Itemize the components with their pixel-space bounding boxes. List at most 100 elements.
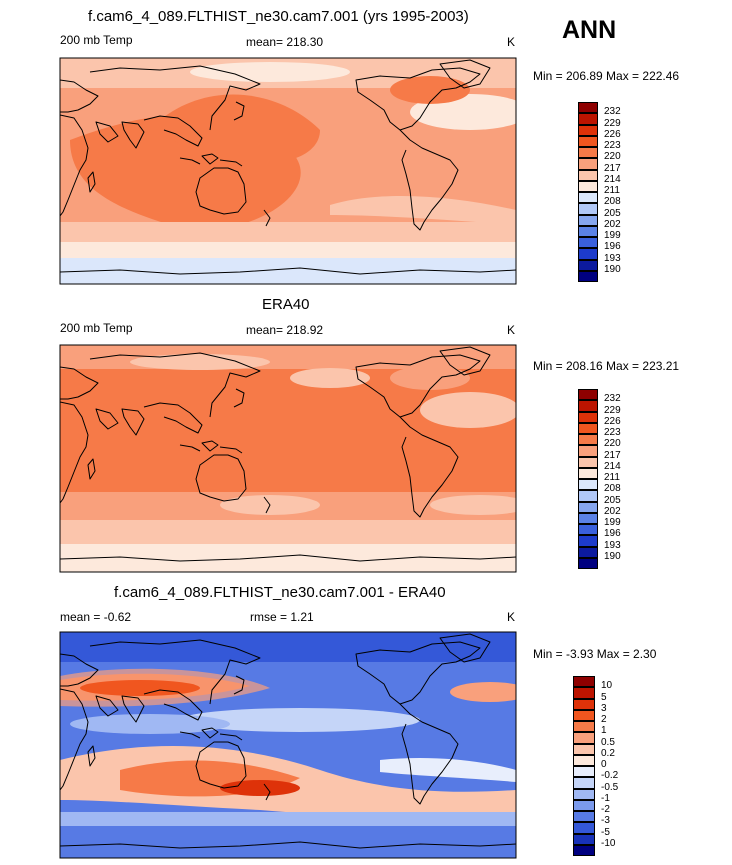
colorbar-tick-label: 208: [604, 196, 621, 208]
colorbar-tick-label: 10: [601, 680, 613, 692]
colorbar-tick-label: 220: [604, 151, 621, 163]
colorbar-box: [578, 203, 598, 215]
colorbar-tick-label: 190: [604, 263, 621, 275]
panel1-units: K: [507, 35, 516, 49]
panel2-map: [60, 345, 516, 572]
colorbar-box: [578, 158, 598, 170]
colorbar-tick-label: 220: [604, 438, 621, 450]
panel1-map: [60, 58, 516, 284]
colorbar-box: [573, 754, 595, 766]
colorbar-tick-label: 190: [604, 550, 621, 562]
colorbar-box: [578, 411, 598, 423]
colorbar-tick-label: -1: [601, 792, 610, 804]
colorbar-box: [578, 169, 598, 181]
panel3-units: K: [507, 610, 516, 624]
colorbar-box: [578, 102, 598, 114]
panel3-title: f.cam6_4_089.FLTHIST_ne30.cam7.001 - ERA…: [114, 584, 446, 601]
colorbar-tick-label: 226: [604, 415, 621, 427]
panel2-variable: 200 mb Temp: [60, 321, 133, 335]
colorbar-tick-label: 196: [604, 241, 621, 253]
colorbar-tick-label: 217: [604, 162, 621, 174]
colorbar-tick-label: 199: [604, 517, 621, 528]
colorbar-box: [578, 113, 598, 125]
colorbar-tick-label: 1: [601, 725, 607, 737]
colorbar-tick-label: 217: [604, 449, 621, 461]
colorbar-tick-label: -3: [601, 815, 610, 827]
colorbar-box: [578, 434, 598, 446]
colorbar-box: [573, 844, 595, 856]
colorbar-tick-label: 0.2: [601, 747, 615, 759]
colorbar-tick-label: 223: [604, 140, 621, 151]
colorbar-box: [578, 546, 598, 558]
colorbar-box: [578, 135, 598, 147]
colorbar-box: [578, 248, 598, 260]
panel2-title: ERA40: [262, 296, 310, 313]
panel3-mean: mean = -0.62: [60, 610, 132, 624]
panel1-title: f.cam6_4_089.FLTHIST_ne30.cam7.001 (yrs …: [88, 8, 469, 25]
colorbar-tick-label: 0.5: [601, 736, 615, 748]
colorbar-box: [578, 445, 598, 457]
colorbar-box: [578, 557, 598, 569]
panel1-variable: 200 mb Temp: [60, 33, 133, 47]
colorbar-box: [578, 270, 598, 282]
colorbar-tick-label: 232: [604, 393, 621, 405]
panel3-rmse: rmse = 1.21: [250, 610, 314, 624]
colorbar-tick-label: 205: [604, 207, 621, 219]
colorbar-box: [578, 479, 598, 491]
colorbar-tick-label: -2: [601, 804, 610, 815]
colorbar-box: [578, 490, 598, 502]
colorbar-box: [573, 833, 595, 845]
colorbar-box: [573, 799, 595, 811]
colorbar-tick-label: 208: [604, 483, 621, 495]
colorbar-box: [573, 811, 595, 823]
colorbar-tick-label: 202: [604, 505, 621, 517]
panel2-mean: mean= 218.92: [246, 323, 324, 337]
colorbar-box: [573, 732, 595, 744]
colorbar-tick-label: 205: [604, 494, 621, 506]
colorbar-box: [573, 709, 595, 721]
colorbar-tick-label: 214: [604, 173, 621, 185]
colorbar-box: [578, 225, 598, 237]
panel2-minmax: Min = 208.16 Max = 223.21: [533, 359, 680, 373]
colorbar-tick-label: -10: [601, 837, 616, 849]
colorbar-tick-label: 229: [604, 117, 621, 129]
colorbar-box: [578, 501, 598, 513]
colorbar-box: [578, 214, 598, 226]
colorbar-box: [573, 743, 595, 755]
colorbar-tick-label: -0.2: [601, 770, 619, 782]
colorbar-box: [578, 422, 598, 434]
colorbar-tick-label: 3: [601, 702, 607, 714]
colorbar-box: [573, 788, 595, 800]
colorbar-tick-label: 0: [601, 759, 607, 770]
colorbar-tick-label: 199: [604, 230, 621, 241]
colorbar-box: [578, 180, 598, 192]
colorbar-box: [578, 400, 598, 412]
colorbar-tick-label: -0.5: [601, 781, 619, 793]
colorbar-tick-label: 229: [604, 404, 621, 416]
colorbar-tick-label: 202: [604, 218, 621, 230]
colorbar-tick-label: 196: [604, 528, 621, 540]
colorbar-box: [578, 467, 598, 479]
colorbar-tick-label: 5: [601, 691, 607, 703]
colorbar-tick-label: 214: [604, 460, 621, 472]
panel1-minmax: Min = 206.89 Max = 222.46: [533, 69, 680, 83]
colorbar-box: [578, 237, 598, 249]
colorbar-box: [573, 721, 595, 733]
colorbar-box: [578, 147, 598, 159]
colorbar-tick-label: 2: [601, 714, 607, 725]
colorbar-box: [573, 687, 595, 699]
colorbar-box: [578, 456, 598, 468]
colorbar-box: [578, 512, 598, 524]
colorbar-tick-label: 193: [604, 539, 621, 551]
colorbar-tick-label: 223: [604, 427, 621, 438]
colorbar-box: [578, 259, 598, 271]
colorbar-box: [578, 389, 598, 401]
colorbar-tick-label: 226: [604, 128, 621, 140]
colorbar-tick-label: -5: [601, 826, 610, 838]
colorbar-box: [578, 524, 598, 536]
colorbar-box: [578, 535, 598, 547]
colorbar-box: [573, 777, 595, 789]
colorbar-box: [578, 124, 598, 136]
panel3-map: [60, 632, 516, 858]
